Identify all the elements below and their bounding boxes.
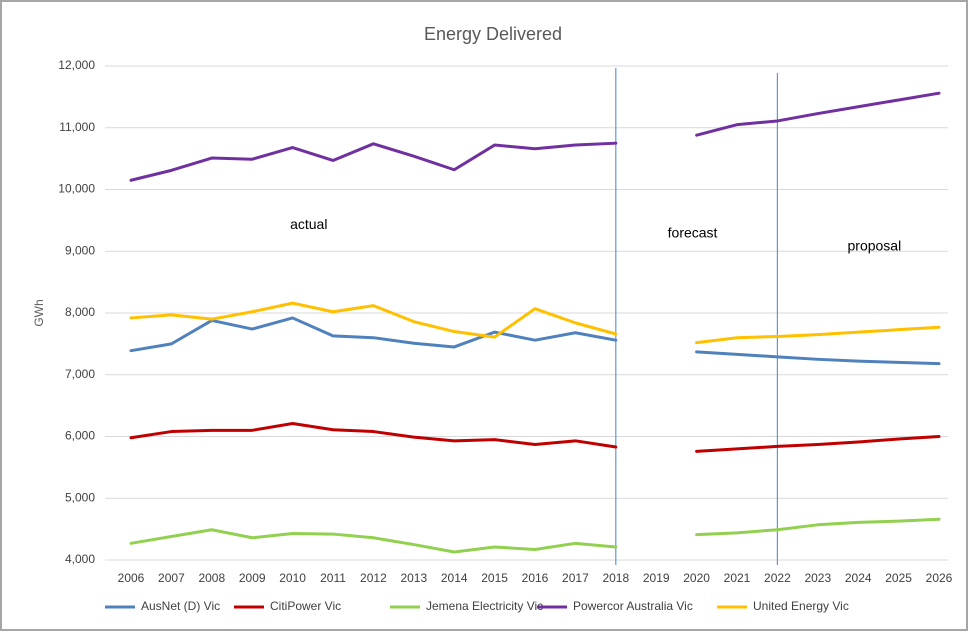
x-tick-label: 2006 bbox=[118, 571, 145, 585]
x-tick-label: 2023 bbox=[804, 571, 831, 585]
x-tick-label: 2010 bbox=[279, 571, 306, 585]
series-line bbox=[129, 422, 941, 453]
chart-title: Energy Delivered bbox=[424, 24, 562, 44]
x-tick-label: 2017 bbox=[562, 571, 589, 585]
x-tick-label: 2014 bbox=[441, 571, 468, 585]
y-tick-label: 9,000 bbox=[65, 243, 95, 257]
x-tick-label: 2026 bbox=[926, 571, 953, 585]
legend-label: CitiPower Vic bbox=[270, 599, 341, 613]
legend-label: Jemena Electricity Vic bbox=[426, 599, 543, 613]
y-tick-label: 11,000 bbox=[59, 120, 95, 134]
x-tick-label: 2008 bbox=[198, 571, 225, 585]
x-tick-label: 2021 bbox=[724, 571, 751, 585]
x-tick-label: 2020 bbox=[683, 571, 710, 585]
annotation: actual bbox=[290, 216, 327, 232]
y-tick-label: 4,000 bbox=[65, 552, 95, 566]
y-tick-label: 6,000 bbox=[65, 429, 95, 443]
y-tick-label: 5,000 bbox=[65, 490, 95, 504]
annotation: proposal bbox=[848, 238, 902, 254]
x-tick-label: 2018 bbox=[602, 571, 629, 585]
x-tick-label: 2025 bbox=[885, 571, 912, 585]
x-tick-label: 2019 bbox=[643, 571, 670, 585]
x-tick-label: 2013 bbox=[400, 571, 427, 585]
y-axis-label: GWh bbox=[32, 299, 46, 326]
x-tick-label: 2016 bbox=[522, 571, 549, 585]
x-tick-label: 2024 bbox=[845, 571, 872, 585]
series-line bbox=[129, 301, 941, 345]
y-tick-label: 12,000 bbox=[58, 58, 95, 72]
series-line bbox=[129, 91, 941, 182]
legend-label: Powercor Australia Vic bbox=[573, 599, 693, 613]
legend-label: United Energy Vic bbox=[753, 599, 849, 613]
x-tick-label: 2009 bbox=[239, 571, 266, 585]
x-tick-label: 2011 bbox=[320, 571, 346, 585]
x-tick-label: 2022 bbox=[764, 571, 791, 585]
annotation: forecast bbox=[668, 225, 718, 241]
x-tick-label: 2007 bbox=[158, 571, 185, 585]
y-tick-label: 7,000 bbox=[65, 367, 95, 381]
x-tick-label: 2012 bbox=[360, 571, 387, 585]
y-tick-label: 10,000 bbox=[58, 182, 95, 196]
y-tick-label: 8,000 bbox=[65, 305, 95, 319]
series-line bbox=[129, 517, 941, 554]
x-tick-label: 2015 bbox=[481, 571, 508, 585]
legend-label: AusNet (D) Vic bbox=[141, 599, 220, 613]
